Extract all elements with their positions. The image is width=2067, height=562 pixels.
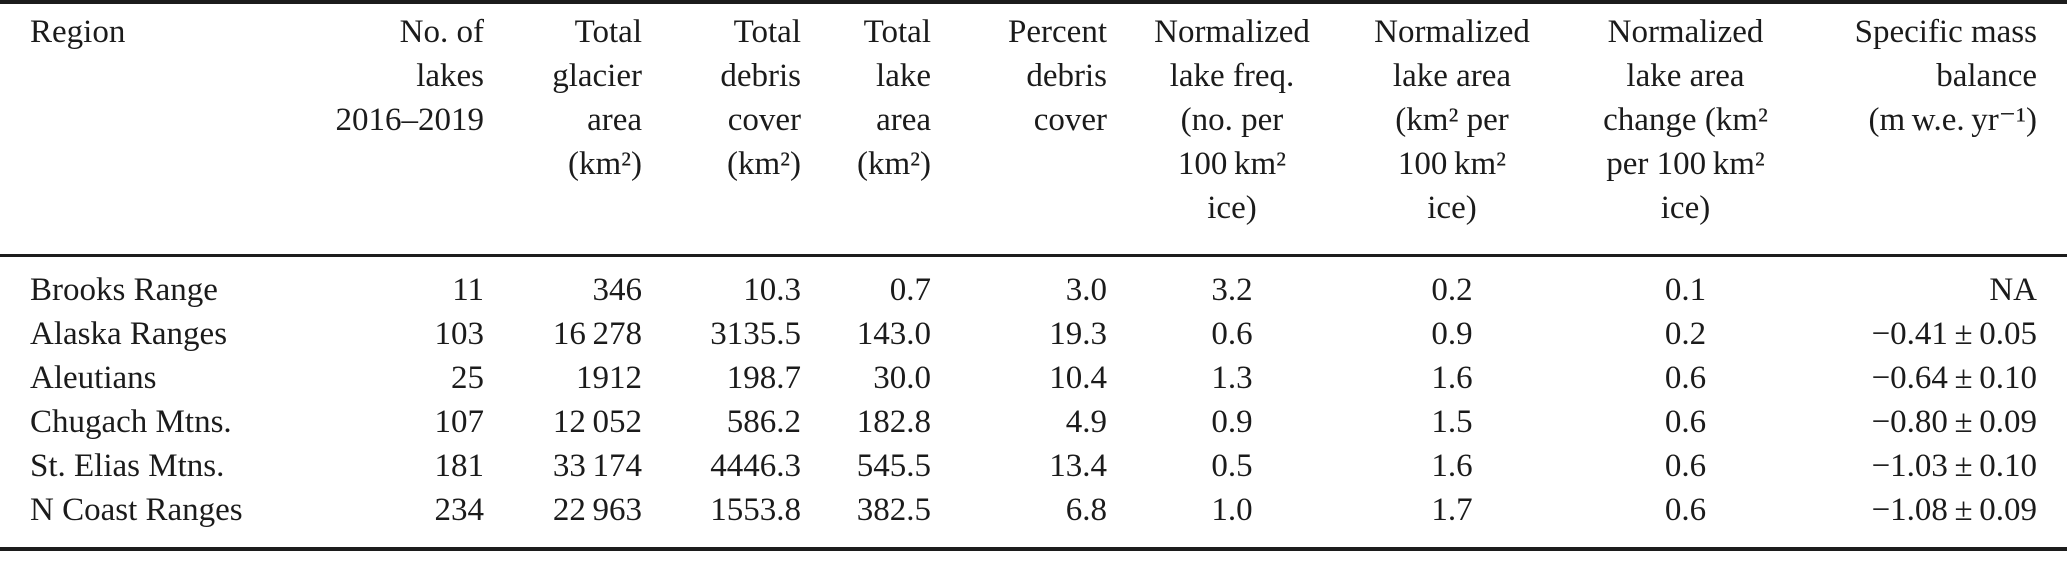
row-n-coast-ranges: N Coast Ranges 234 22 963 1553.8 382.5 6… <box>0 488 2067 549</box>
col-header-normalized-lake-freq: Normalized lake freq. (no. per 100 km² i… <box>1107 2 1357 257</box>
cell-mass-balance: −1.08 ± 0.09 <box>1871 492 2037 528</box>
cell-glacier-area: 346 <box>592 272 643 308</box>
header-row: Region No. of lakes 2016–2019 Total glac… <box>0 2 2067 257</box>
cell-n-lakes: 25 <box>451 360 484 396</box>
cell-lake-area: 143.0 <box>856 316 931 352</box>
row-brooks-range: Brooks Range 11 346 10.3 0.7 3.0 3.2 0.2… <box>0 256 2067 313</box>
cell-norm-change: 0.6 <box>1664 448 1707 484</box>
cell-region: N Coast Ranges <box>30 492 243 528</box>
cell-glacier-area: 1912 <box>576 360 642 396</box>
cell-norm-area: 0.9 <box>1431 316 1473 352</box>
cell-lake-area: 545.5 <box>856 448 931 484</box>
col-header-specific-mass-balance: Specific mass balance (m w.e. yr⁻¹) <box>1824 2 2067 257</box>
cell-lake-area: 30.0 <box>873 360 931 396</box>
cell-lake-area: 382.5 <box>856 492 931 528</box>
cell-norm-freq: 0.6 <box>1211 316 1253 352</box>
cell-mass-balance: −0.64 ± 0.10 <box>1871 360 2037 396</box>
row-st-elias-mtns: St. Elias Mtns. 181 33 174 4446.3 545.5 … <box>0 444 2067 488</box>
cell-glacier-area: 33 174 <box>552 448 642 484</box>
cell-debris-cover: 4446.3 <box>710 448 801 484</box>
cell-norm-area: 1.6 <box>1431 360 1473 396</box>
col-header-region: Region <box>0 2 300 257</box>
cell-n-lakes: 107 <box>434 404 485 440</box>
cell-region: Aleutians <box>30 360 157 396</box>
cell-n-lakes: 11 <box>452 272 484 308</box>
cell-norm-change: 0.6 <box>1664 360 1707 396</box>
cell-pct-debris: 19.3 <box>1049 316 1107 352</box>
cell-norm-freq: 3.2 <box>1211 272 1253 308</box>
cell-norm-change: 0.6 <box>1664 492 1707 528</box>
col-header-normalized-lake-area-change: Normalized lake area change (km² per 100… <box>1547 2 1824 257</box>
cell-glacier-area: 16 278 <box>552 316 642 352</box>
cell-norm-area: 1.5 <box>1431 404 1473 440</box>
cell-region: St. Elias Mtns. <box>30 448 225 484</box>
cell-norm-change: 0.2 <box>1664 316 1707 352</box>
col-header-percent-debris-cover: Percent debris cover <box>931 2 1107 257</box>
cell-norm-freq: 1.0 <box>1211 492 1253 528</box>
col-header-normalized-lake-area: Normalized lake area (km² per 100 km² ic… <box>1357 2 1547 257</box>
cell-lake-area: 0.7 <box>889 272 931 308</box>
cell-pct-debris: 10.4 <box>1049 360 1107 396</box>
cell-norm-change: 0.1 <box>1664 272 1707 308</box>
col-header-total-lake-area: Total lake area (km²) <box>801 2 931 257</box>
cell-debris-cover: 3135.5 <box>710 316 801 352</box>
cell-norm-area: 0.2 <box>1431 272 1473 308</box>
cell-lake-area: 182.8 <box>856 404 931 440</box>
col-header-no-of-lakes: No. of lakes 2016–2019 <box>300 2 484 257</box>
cell-glacier-area: 22 963 <box>552 492 642 528</box>
cell-debris-cover: 586.2 <box>726 404 801 440</box>
cell-norm-area: 1.6 <box>1431 448 1473 484</box>
row-aleutians: Aleutians 25 1912 198.7 30.0 10.4 1.3 1.… <box>0 356 2067 400</box>
row-chugach-mtns: Chugach Mtns. 107 12 052 586.2 182.8 4.9… <box>0 400 2067 444</box>
cell-n-lakes: 103 <box>434 316 485 352</box>
col-header-total-debris-cover: Total debris cover (km²) <box>642 2 801 257</box>
col-header-total-glacier-area: Total glacier area (km²) <box>484 2 642 257</box>
cell-pct-debris: 6.8 <box>1065 492 1107 528</box>
cell-n-lakes: 181 <box>434 448 485 484</box>
cell-debris-cover: 1553.8 <box>710 492 801 528</box>
cell-norm-freq: 0.5 <box>1211 448 1253 484</box>
cell-mass-balance: −0.41 ± 0.05 <box>1871 316 2037 352</box>
cell-norm-area: 1.7 <box>1431 492 1473 528</box>
cell-mass-balance: NA <box>1989 272 2037 308</box>
cell-pct-debris: 4.9 <box>1065 404 1107 440</box>
cell-norm-freq: 0.9 <box>1211 404 1253 440</box>
cell-region: Alaska Ranges <box>30 316 228 352</box>
cell-debris-cover: 198.7 <box>726 360 801 396</box>
cell-pct-debris: 3.0 <box>1065 272 1107 308</box>
cell-glacier-area: 12 052 <box>552 404 642 440</box>
cell-mass-balance: −0.80 ± 0.09 <box>1871 404 2037 440</box>
cell-n-lakes: 234 <box>434 492 485 528</box>
cell-debris-cover: 10.3 <box>743 272 801 308</box>
cell-pct-debris: 13.4 <box>1049 448 1107 484</box>
cell-region: Chugach Mtns. <box>30 404 232 440</box>
cell-mass-balance: −1.03 ± 0.10 <box>1871 448 2037 484</box>
cell-region: Brooks Range <box>30 272 218 308</box>
row-alaska-ranges: Alaska Ranges 103 16 278 3135.5 143.0 19… <box>0 312 2067 356</box>
cell-norm-change: 0.6 <box>1664 404 1707 440</box>
cell-norm-freq: 1.3 <box>1211 360 1253 396</box>
